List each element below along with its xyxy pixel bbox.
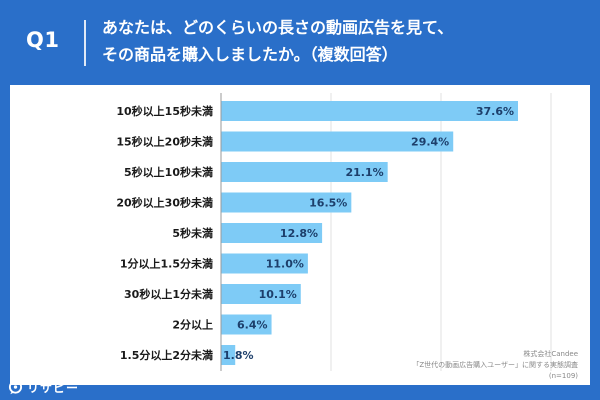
data-label: 10.1% — [259, 288, 297, 301]
header-divider — [84, 20, 86, 66]
category-label: 15秒以上20秒未満 — [116, 135, 213, 149]
data-label: 12.8% — [280, 227, 318, 240]
chart-card: 10秒以上15秒未満 37.6% 15秒以上20秒未満 29.4% 5秒以上10秒未満 2… — [10, 85, 590, 385]
bar — [221, 314, 272, 335]
data-label: 21.1% — [345, 166, 383, 179]
category-label: 2分以上 — [172, 318, 213, 332]
question-label: Q1 — [26, 28, 60, 52]
source-survey: 「Z世代の動画広告購入ユーザー」に関する実態調査 — [412, 361, 578, 369]
question-line-1: あなたは、どのくらいの長さの動画広告を見て、 — [102, 18, 454, 37]
source-company: 株式会社Candee — [523, 350, 578, 358]
bar — [221, 162, 388, 182]
source-sample-size: (n=109) — [548, 372, 578, 380]
data-label: 6.4% — [237, 319, 268, 332]
bar-chart: 10秒以上15秒未満 37.6% 15秒以上20秒未満 29.4% 5秒以上10秒未満 2… — [116, 93, 552, 371]
category-label: 5秒以上10秒未満 — [124, 165, 213, 179]
bar — [221, 284, 301, 304]
question-header: Q1 あなたは、どのくらいの長さの動画広告を見て、 その商品を購入しましたか。（… — [0, 0, 600, 84]
data-label: 1.8% — [223, 349, 254, 362]
bar — [221, 192, 352, 213]
bar — [221, 223, 323, 243]
category-label: 5秒未満 — [172, 226, 213, 240]
question-line-2: その商品を購入しましたか。（複数回答） — [102, 45, 398, 64]
category-label: 20秒以上30秒未満 — [116, 196, 213, 210]
data-label: 29.4% — [411, 136, 449, 149]
category-label: 1分以上1.5分未満 — [120, 257, 213, 271]
speech-bubble-icon — [8, 379, 23, 394]
question-text: あなたは、どのくらいの長さの動画広告を見て、 その商品を購入しましたか。（複数回… — [102, 14, 582, 68]
brand-logo: リサピー — [8, 378, 79, 396]
bar — [221, 101, 518, 121]
data-label: 37.6% — [476, 105, 514, 118]
data-label: 16.5% — [309, 197, 347, 210]
bar — [221, 131, 454, 152]
source-note: 株式会社Candee 「Z世代の動画広告購入ユーザー」に関する実態調査 (n=1… — [412, 349, 578, 382]
logo-text: リサピー — [27, 380, 80, 395]
bar — [221, 345, 236, 365]
data-label: 11.0% — [266, 258, 304, 271]
category-label: 30秒以上1分未満 — [124, 287, 213, 301]
category-label: 10秒以上15秒未満 — [116, 104, 213, 118]
category-label: 1.5分以上2分未満 — [120, 348, 213, 362]
bar — [221, 253, 308, 274]
